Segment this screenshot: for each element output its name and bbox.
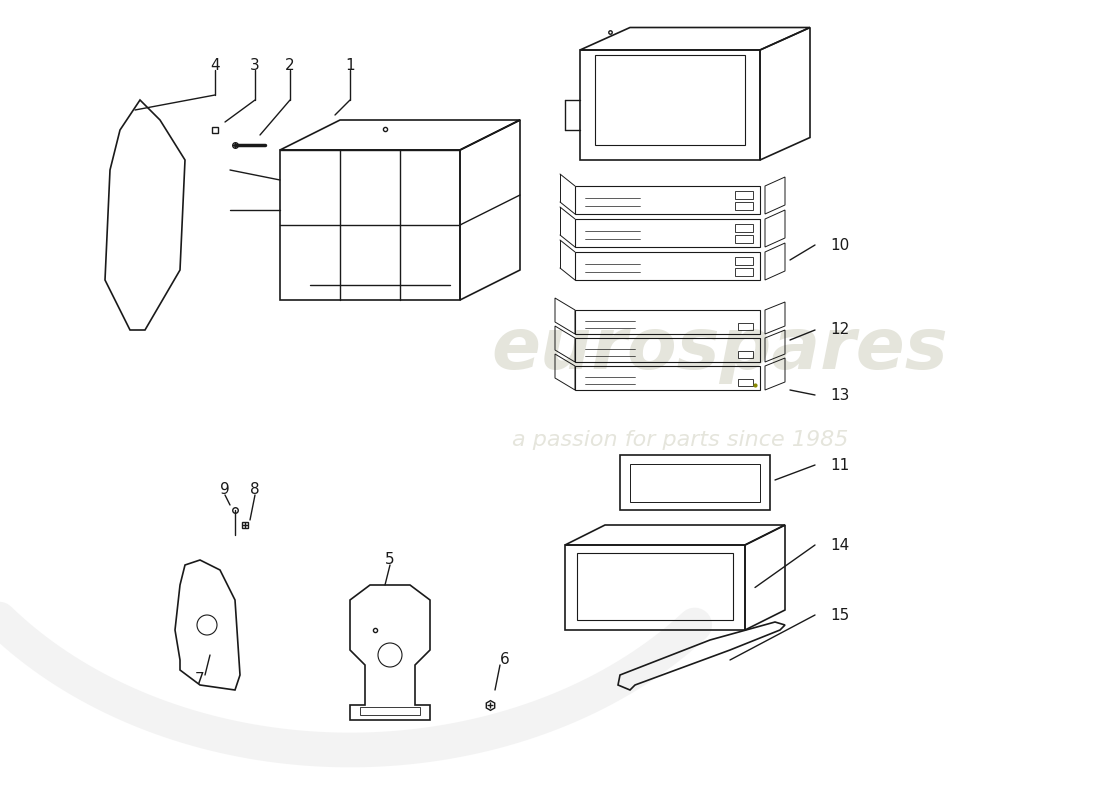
Bar <box>595 55 745 145</box>
Text: eurospares: eurospares <box>492 315 948 385</box>
Text: 4: 4 <box>210 58 220 73</box>
Bar <box>578 553 733 620</box>
Bar <box>620 455 770 510</box>
Bar <box>735 268 754 276</box>
Text: 11: 11 <box>830 458 849 473</box>
Bar <box>575 310 760 334</box>
Bar <box>565 545 745 630</box>
Bar <box>738 323 754 330</box>
Bar <box>575 219 760 247</box>
Text: a passion for parts since 1985: a passion for parts since 1985 <box>512 430 848 450</box>
Bar <box>575 186 760 214</box>
Text: 7: 7 <box>195 673 205 687</box>
Text: 8: 8 <box>250 482 260 498</box>
Text: 5: 5 <box>385 553 395 567</box>
Bar <box>575 252 760 280</box>
Text: 14: 14 <box>830 538 849 553</box>
Bar <box>580 50 760 160</box>
Text: 13: 13 <box>830 387 849 402</box>
Text: 15: 15 <box>830 607 849 622</box>
Bar <box>738 379 754 386</box>
Bar <box>735 202 754 210</box>
Text: 6: 6 <box>500 653 510 667</box>
Bar <box>738 351 754 358</box>
Text: 9: 9 <box>220 482 230 498</box>
Bar <box>735 235 754 243</box>
Bar <box>735 257 754 265</box>
Bar <box>360 707 420 715</box>
Text: 1: 1 <box>345 58 355 73</box>
Bar <box>575 366 760 390</box>
Bar <box>630 464 760 502</box>
Text: 12: 12 <box>830 322 849 338</box>
Text: 3: 3 <box>250 58 260 73</box>
Bar <box>735 224 754 232</box>
Text: 10: 10 <box>830 238 849 253</box>
Text: 2: 2 <box>285 58 295 73</box>
Bar <box>735 191 754 199</box>
Bar <box>575 338 760 362</box>
